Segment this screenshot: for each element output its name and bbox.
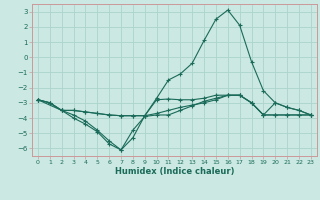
X-axis label: Humidex (Indice chaleur): Humidex (Indice chaleur) bbox=[115, 167, 234, 176]
